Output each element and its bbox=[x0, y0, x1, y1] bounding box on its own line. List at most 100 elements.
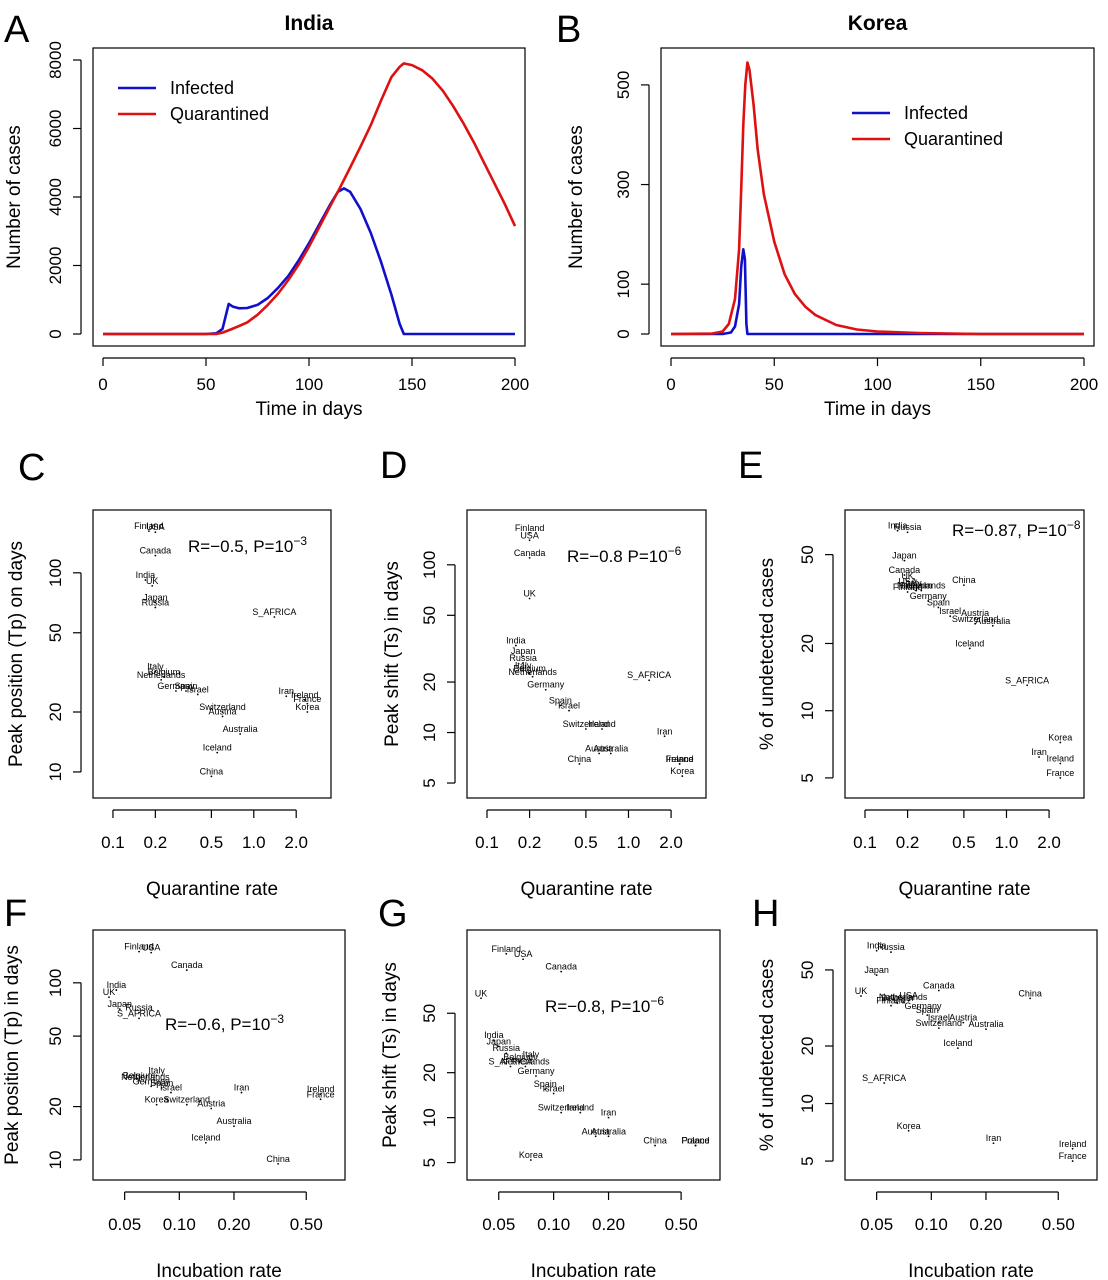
data-point bbox=[138, 1017, 140, 1020]
point-label: Ireland bbox=[1047, 754, 1075, 764]
x-tick-label: 0.50 bbox=[665, 1215, 698, 1234]
data-point bbox=[277, 1162, 280, 1165]
plot-frame bbox=[92, 47, 526, 347]
data-point bbox=[185, 1103, 188, 1106]
point-label: Switzerland bbox=[538, 1103, 585, 1113]
point-label: Korea bbox=[897, 1121, 921, 1131]
point-label: India bbox=[867, 941, 887, 951]
panel-letter: E bbox=[738, 445, 763, 487]
data-point bbox=[306, 711, 309, 713]
point-label: Canada bbox=[171, 960, 203, 970]
data-point bbox=[151, 584, 154, 587]
point-label: Iceland bbox=[955, 638, 984, 648]
point-label: Austria bbox=[209, 706, 237, 716]
point-label: Italy bbox=[147, 661, 164, 671]
data-point bbox=[497, 1045, 500, 1048]
point-label: Switzerland bbox=[916, 1018, 963, 1028]
data-point bbox=[239, 733, 242, 735]
data-point bbox=[985, 1028, 987, 1031]
y-tick-label: 50 bbox=[46, 623, 65, 642]
x-tick-label: 200 bbox=[501, 375, 529, 394]
data-point bbox=[926, 1014, 929, 1017]
point-label: Switzerland bbox=[952, 614, 999, 624]
panel-b: B Korea 0 50 100 150 200 0 100 300 500 Time in days… bbox=[556, 9, 1098, 420]
point-label: Finland bbox=[124, 942, 154, 952]
point-label: USA bbox=[514, 949, 533, 959]
data-point bbox=[221, 711, 224, 713]
point-label: UK bbox=[523, 588, 536, 598]
data-point bbox=[1059, 777, 1062, 779]
point-label: Israel bbox=[543, 1084, 565, 1094]
point-label: Ireland bbox=[588, 719, 616, 729]
point-label: China bbox=[568, 754, 592, 764]
point-label: Belgium bbox=[148, 667, 181, 677]
y-tick-label: 100 bbox=[46, 559, 65, 587]
panel-e: E 0.1 0.2 0.5 1.0 2.0 5 10 20 50 Quarantine rate % … bbox=[738, 445, 1085, 900]
data-point bbox=[883, 1082, 886, 1084]
y-axis-title: % of undetected cases bbox=[757, 959, 778, 1151]
data-point bbox=[147, 530, 150, 533]
y-axis-title: Number of cases bbox=[4, 125, 25, 269]
x-tick-label: 1.0 bbox=[242, 833, 266, 852]
point-label: Australia bbox=[591, 1126, 626, 1136]
point-label: Israel bbox=[928, 1013, 950, 1023]
data-point bbox=[138, 1011, 140, 1014]
x-tick-label: 0.20 bbox=[217, 1215, 250, 1234]
y-tick-label: 4000 bbox=[46, 178, 65, 216]
point-label: Iran bbox=[234, 1083, 250, 1093]
point-label: Belgium bbox=[503, 1052, 536, 1062]
data-point bbox=[233, 1125, 235, 1128]
point-label: Netherlands bbox=[879, 992, 928, 1002]
y-axis-title: Peak shift (Ts) in days bbox=[380, 962, 401, 1148]
data-point bbox=[1029, 997, 1032, 1000]
series-line-quarantined bbox=[103, 62, 517, 336]
point-label: China bbox=[952, 575, 976, 585]
data-point bbox=[906, 531, 909, 534]
data-point bbox=[492, 1039, 495, 1042]
point-label: Japan bbox=[486, 1036, 511, 1046]
point-label: India bbox=[484, 1030, 504, 1040]
data-point bbox=[974, 622, 976, 625]
data-point bbox=[949, 615, 952, 618]
data-point bbox=[221, 715, 224, 718]
data-point bbox=[150, 951, 153, 954]
x-tick-label: 100 bbox=[295, 375, 323, 394]
x-tick-label: 150 bbox=[967, 375, 995, 394]
data-point bbox=[594, 1135, 597, 1138]
point-label: UK bbox=[103, 987, 116, 997]
point-label: Finland bbox=[876, 996, 906, 1006]
point-label: Italy bbox=[148, 1065, 165, 1075]
data-point bbox=[160, 678, 163, 681]
x-tick-label: 0.1 bbox=[853, 833, 877, 852]
point-label: Netherlands bbox=[121, 1072, 170, 1082]
data-point bbox=[210, 1107, 213, 1110]
data-point bbox=[505, 1052, 508, 1055]
point-label: Switzerland bbox=[563, 719, 610, 729]
y-tick-label: 20 bbox=[46, 1097, 65, 1116]
x-tick-label: 0.5 bbox=[200, 833, 224, 852]
point-label: Germany bbox=[133, 1076, 171, 1086]
data-point bbox=[155, 1103, 158, 1106]
point-label: Germany bbox=[910, 591, 948, 601]
data-point bbox=[1071, 1160, 1074, 1162]
data-point bbox=[920, 589, 923, 592]
point-label: Canada bbox=[889, 565, 921, 575]
point-label: UK bbox=[901, 571, 914, 581]
point-label: Austria bbox=[582, 1126, 610, 1136]
data-point bbox=[694, 1144, 697, 1147]
y-tick-label: 100 bbox=[614, 270, 633, 298]
panel-letter: B bbox=[556, 9, 581, 51]
data-point bbox=[518, 1061, 521, 1064]
data-point bbox=[559, 704, 562, 707]
y-tick-label: 50 bbox=[420, 606, 439, 625]
legend-label: Quarantined bbox=[904, 129, 1003, 149]
point-label: Ireland bbox=[1059, 1139, 1087, 1149]
data-point bbox=[1059, 741, 1062, 744]
x-tick-label: 50 bbox=[765, 375, 784, 394]
point-label: Israel bbox=[160, 1083, 182, 1093]
point-label: India bbox=[888, 521, 908, 531]
y-tick-label: 10 bbox=[420, 1108, 439, 1127]
panel-g: G 0.05 0.10 0.20 0.50 5 10 20 50 Incubation rate P… bbox=[378, 893, 721, 1280]
